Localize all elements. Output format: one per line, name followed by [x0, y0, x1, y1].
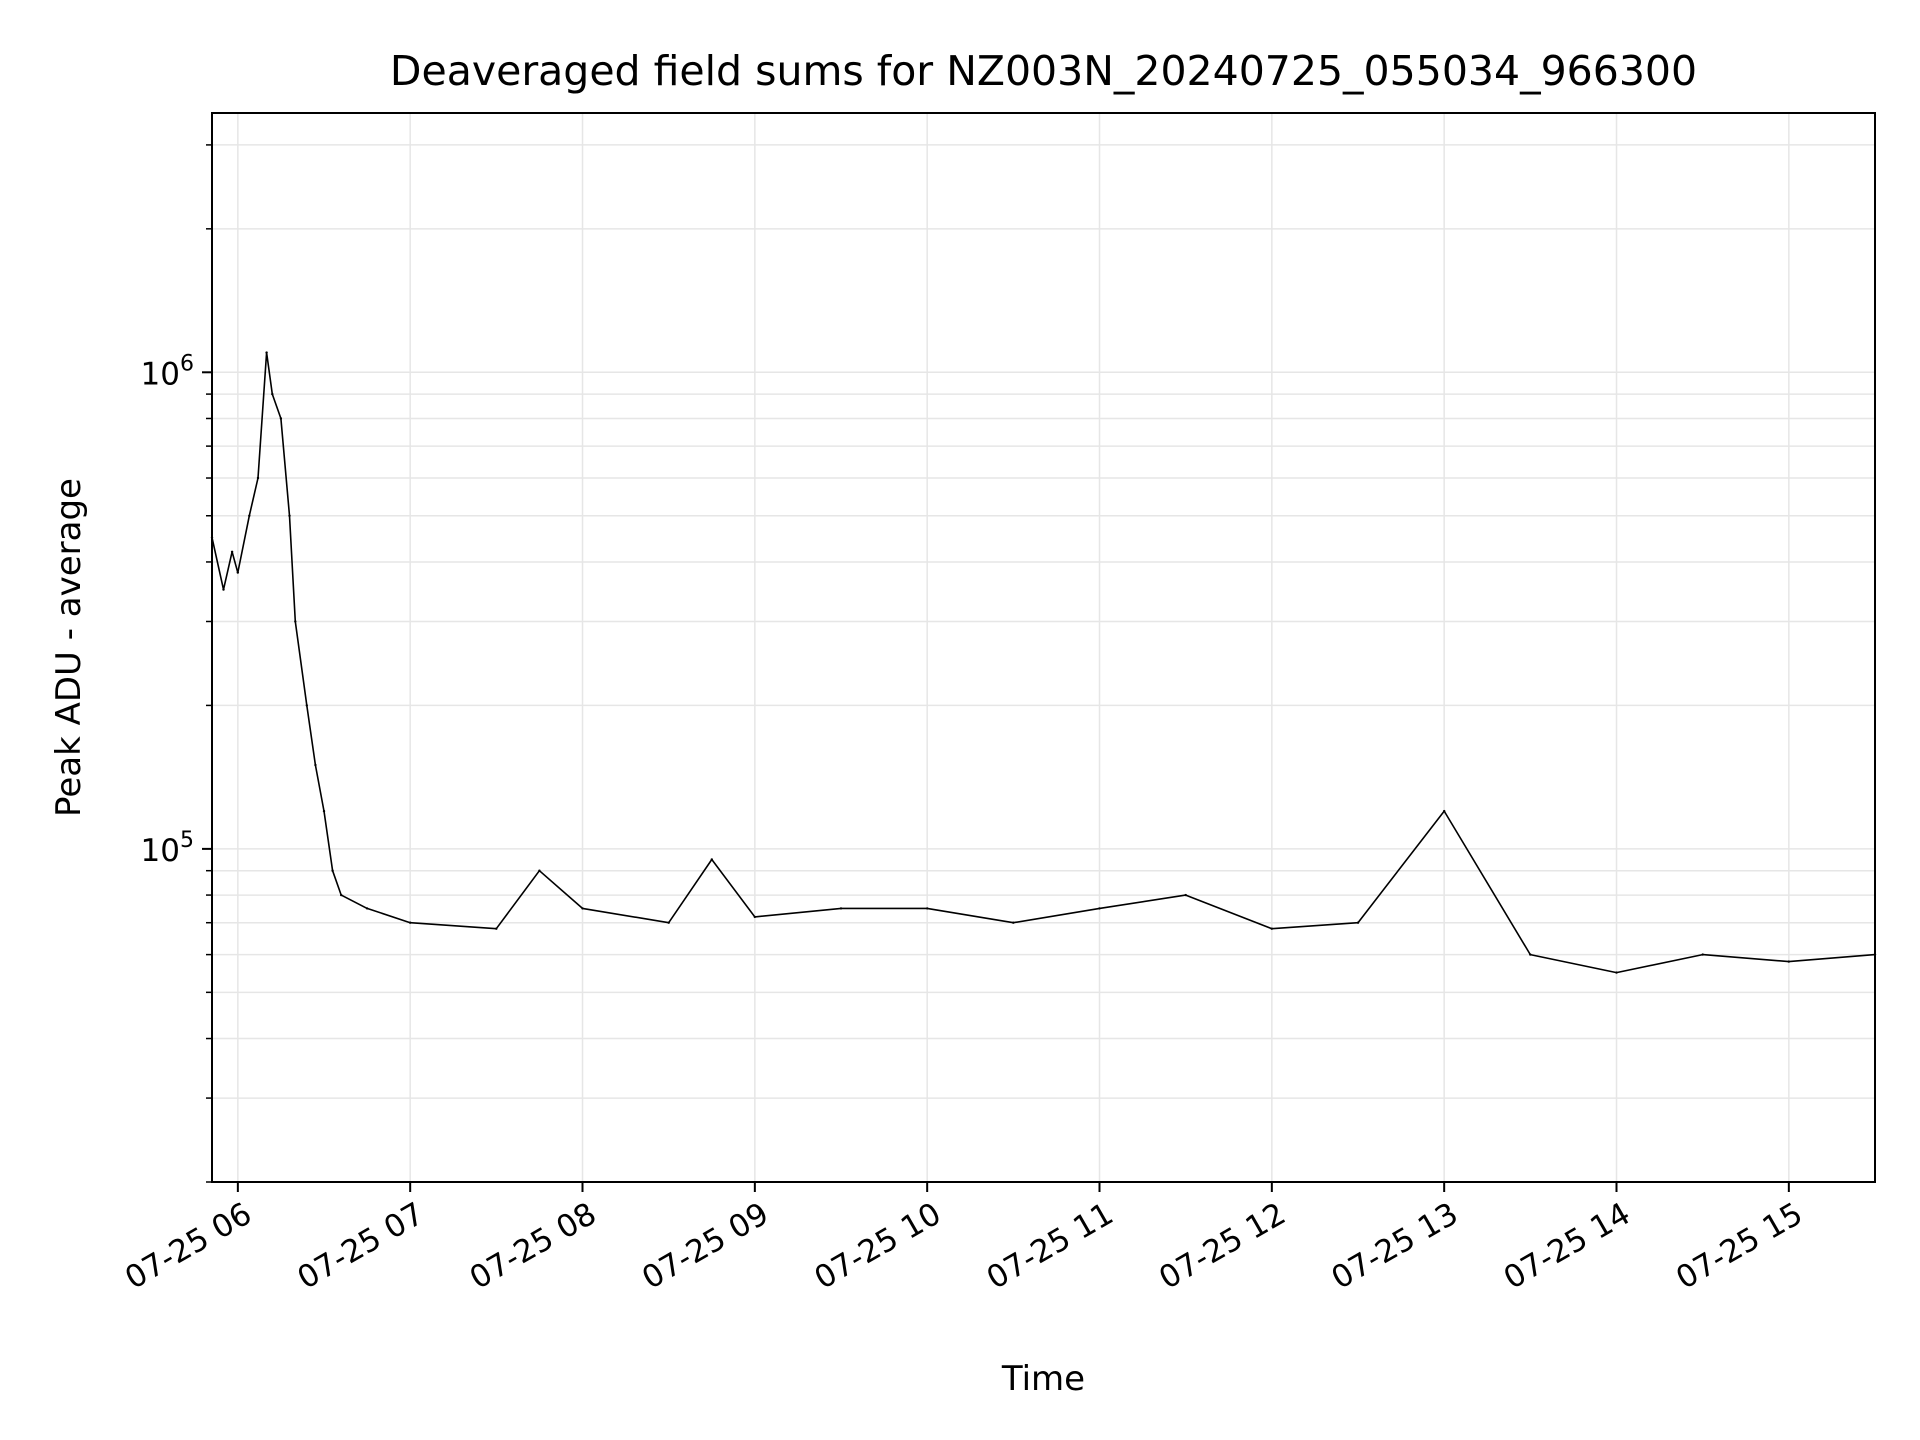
x-tick-label: 07-25 07	[291, 1196, 430, 1297]
data-point	[926, 907, 929, 910]
x-tick-label: 07-25 14	[1498, 1196, 1637, 1297]
data-point	[365, 907, 369, 910]
y-tick-exponent: 5	[180, 828, 194, 853]
data-area	[210, 351, 1877, 974]
data-point	[1787, 960, 1791, 963]
y-tick-exponent: 6	[180, 351, 194, 376]
x-tick-label: 07-25 08	[464, 1196, 603, 1297]
data-point	[1529, 953, 1532, 956]
x-tick-label: 07-25 09	[636, 1196, 775, 1297]
data-point	[710, 858, 713, 861]
data-point	[753, 915, 756, 919]
data-point	[340, 893, 343, 897]
data-point	[322, 809, 326, 813]
data-point	[495, 927, 498, 930]
data-point	[236, 571, 239, 574]
data-point	[1184, 893, 1187, 897]
data-point	[294, 620, 297, 623]
data-point	[265, 351, 268, 354]
data-point	[1012, 921, 1015, 924]
data-point	[538, 869, 541, 872]
data-point	[1270, 927, 1274, 930]
y-tick-label: 105	[141, 828, 194, 869]
x-tick-label: 07-25 10	[808, 1196, 947, 1297]
data-point	[1443, 809, 1446, 813]
plot-frame	[211, 112, 1876, 1183]
x-tick-label: 07-25 13	[1325, 1196, 1464, 1297]
data-point	[288, 514, 291, 517]
data-point	[331, 869, 334, 872]
y-tick-label: 106	[141, 351, 194, 392]
data-point	[271, 392, 274, 396]
data-point	[305, 704, 308, 707]
x-axis-title: Time	[1001, 1359, 1085, 1399]
data-point	[839, 907, 843, 910]
data-point	[409, 921, 412, 924]
data-point	[279, 417, 283, 420]
x-tick-label: 07-25 11	[981, 1196, 1120, 1297]
chart-title: Deaveraged field sums for NZ003N_2024072…	[390, 47, 1697, 95]
y-tick-base: 10	[141, 833, 180, 869]
data-point	[1701, 953, 1704, 956]
x-tick-label: 07-25 15	[1670, 1196, 1809, 1297]
data-point	[667, 921, 670, 924]
data-point	[581, 907, 584, 910]
data-point	[222, 588, 225, 591]
axes: 07-25 06 07-25 07 07-25 08 07-25 09 07-25 10…	[119, 144, 1809, 1297]
grid	[212, 113, 1875, 1183]
x-tick-label: 07-25 06	[119, 1196, 258, 1297]
y-tick-base: 10	[141, 356, 180, 392]
y-axis-title: Peak ADU - average	[49, 478, 89, 817]
data-point	[248, 514, 251, 517]
data-point	[256, 476, 260, 480]
data-point	[314, 763, 317, 767]
data-point	[1098, 907, 1101, 910]
data-point	[1356, 921, 1360, 924]
x-tick-label: 07-25 12	[1153, 1196, 1292, 1297]
data-point	[1615, 971, 1618, 974]
data-point	[230, 550, 234, 553]
